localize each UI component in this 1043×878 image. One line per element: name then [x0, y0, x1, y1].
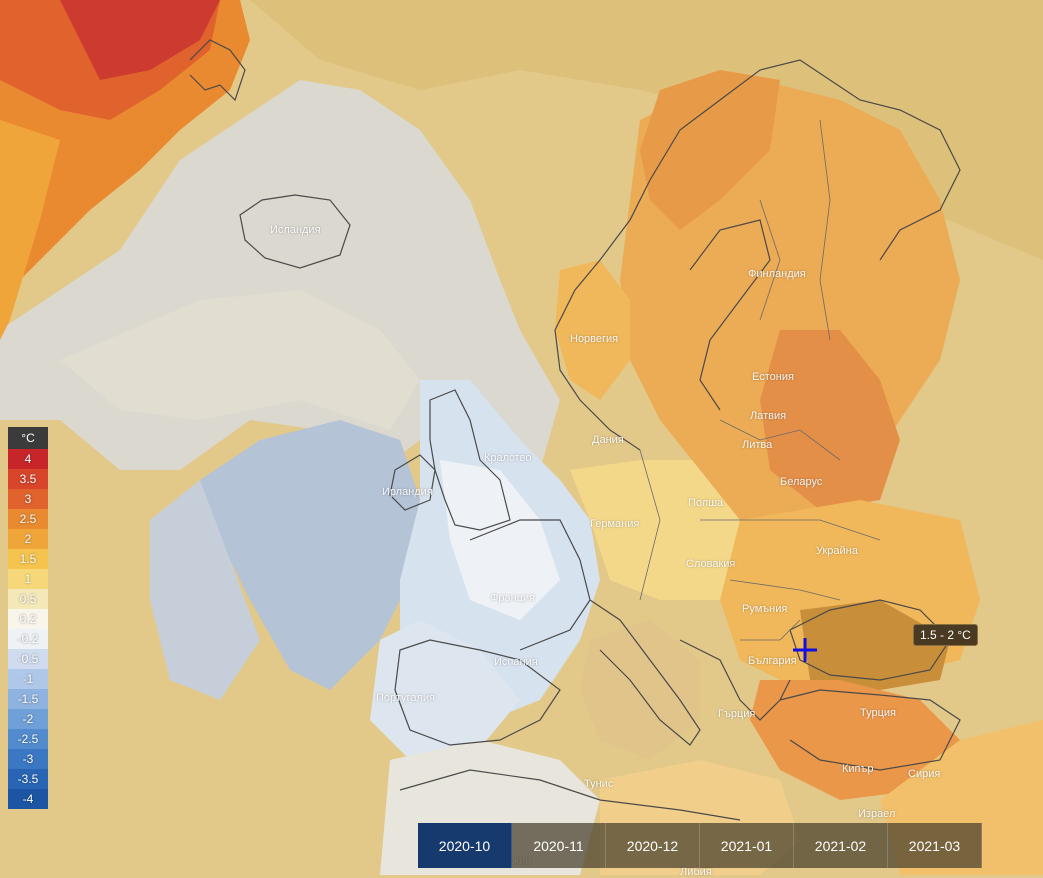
coastline-greenland	[189, 39, 246, 102]
anomaly-region	[250, 0, 1043, 260]
coastline-ireland	[389, 454, 436, 511]
anomaly-region	[570, 460, 760, 600]
border	[729, 579, 841, 601]
legend-step: 4	[8, 449, 48, 469]
timeline-bar: 2020-10 2020-11 2020-12 2021-01 2021-02 2021-…	[418, 823, 982, 868]
coastline-turkey	[779, 689, 961, 771]
month-button-2021-01[interactable]: 2021-01	[700, 823, 794, 868]
legend-step: -4	[8, 789, 48, 809]
legend-step: 0.2	[8, 609, 48, 629]
legend-steps: 4 3.5 3 2.5 2 1.5 1 0.5 0.2 -0.2 -0.5 -1 -1.5 -2 -2.5-…	[8, 449, 48, 809]
crosshair-icon[interactable]	[791, 636, 819, 664]
coastline-iceland	[239, 194, 351, 269]
legend-step: -1	[8, 669, 48, 689]
anomaly-region	[760, 330, 900, 510]
anomaly-region	[200, 420, 420, 690]
border	[819, 119, 831, 341]
month-button-2020-11[interactable]: 2020-11	[512, 823, 606, 868]
anomaly-region	[60, 0, 220, 80]
legend-unit: °C	[8, 427, 48, 449]
legend-step: 3	[8, 489, 48, 509]
month-button-2020-10[interactable]: 2020-10	[418, 823, 512, 868]
legend-step: 1	[8, 569, 48, 589]
month-button-2021-03[interactable]: 2021-03	[888, 823, 982, 868]
anomaly-region	[440, 460, 560, 620]
month-button-2020-12[interactable]: 2020-12	[606, 823, 700, 868]
border	[700, 519, 881, 541]
anomaly-region	[150, 480, 260, 700]
anomaly-region	[640, 70, 780, 230]
anomaly-region	[800, 600, 950, 690]
value-tooltip: 1.5 - 2 °C	[913, 624, 978, 646]
coastline-british-isles	[429, 389, 511, 531]
border	[759, 199, 781, 321]
month-button-2021-02[interactable]: 2021-02	[794, 823, 888, 868]
anomaly-region	[60, 290, 420, 430]
coastlines	[189, 39, 961, 821]
border	[639, 449, 661, 601]
legend-step: -0.5	[8, 649, 48, 669]
legend-step: 3.5	[8, 469, 48, 489]
coastline-scandinavia	[554, 59, 961, 451]
border	[719, 419, 841, 461]
legend-step: -3.5	[8, 769, 48, 789]
legend-step: -1.5	[8, 689, 48, 709]
anomaly-region	[580, 620, 700, 760]
border	[740, 619, 801, 641]
legend-step: -2.5	[8, 729, 48, 749]
anomaly-region	[0, 120, 60, 340]
coastline-baltic	[689, 219, 771, 411]
coastline-iberia	[394, 639, 561, 746]
anomaly-region	[555, 260, 630, 400]
legend-step: 0.5	[8, 589, 48, 609]
coastline-north-africa	[399, 769, 741, 821]
coastline-black-sea	[789, 599, 951, 681]
anomaly-region	[750, 680, 960, 800]
legend-step: -0.2	[8, 629, 48, 649]
borders	[639, 119, 881, 641]
legend-step: 1.5	[8, 549, 48, 569]
legend-step: -3	[8, 749, 48, 769]
legend-step: 2.5	[8, 509, 48, 529]
legend-step: -2	[8, 709, 48, 729]
temperature-legend: °C 4 3.5 3 2.5 2 1.5 1 0.5 0.2 -0.2 -0.5 -1 -1.5 -2 -2…	[8, 427, 48, 809]
coastline-balkans	[679, 639, 791, 721]
coastline-italy	[589, 599, 701, 746]
coastline-france	[469, 519, 591, 651]
legend-step: 2	[8, 529, 48, 549]
